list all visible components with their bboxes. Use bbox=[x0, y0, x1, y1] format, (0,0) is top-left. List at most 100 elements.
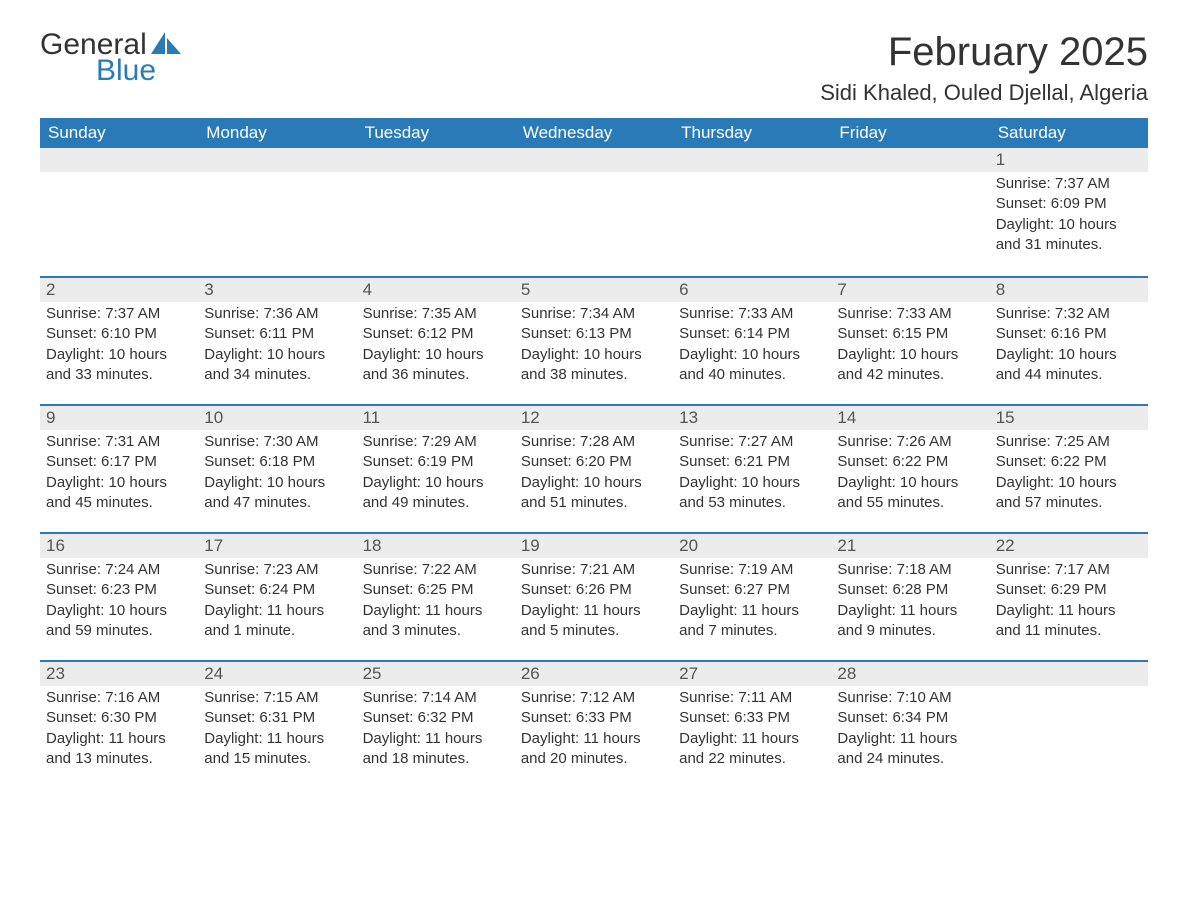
sunset-line: Sunset: 6:23 PM bbox=[46, 580, 192, 600]
sunrise-line: Sunrise: 7:26 AM bbox=[837, 432, 983, 452]
day-data: Sunrise: 7:22 AMSunset: 6:25 PMDaylight:… bbox=[357, 558, 515, 649]
month-title: February 2025 bbox=[820, 30, 1148, 74]
day-number: 23 bbox=[40, 662, 198, 686]
day-number: 25 bbox=[357, 662, 515, 686]
day-data: Sunrise: 7:37 AMSunset: 6:10 PMDaylight:… bbox=[40, 302, 198, 393]
daylight-line: Daylight: 11 hours and 9 minutes. bbox=[837, 601, 983, 642]
sunset-line: Sunset: 6:09 PM bbox=[996, 194, 1142, 214]
calendar-cell: 18Sunrise: 7:22 AMSunset: 6:25 PMDayligh… bbox=[357, 532, 515, 660]
sunrise-line: Sunrise: 7:34 AM bbox=[521, 304, 667, 324]
calendar-week-row: 9Sunrise: 7:31 AMSunset: 6:17 PMDaylight… bbox=[40, 404, 1148, 532]
calendar-week-row: ............1Sunrise: 7:37 AMSunset: 6:0… bbox=[40, 148, 1148, 276]
calendar-cell: .. bbox=[990, 660, 1148, 788]
calendar-cell: 27Sunrise: 7:11 AMSunset: 6:33 PMDayligh… bbox=[673, 660, 831, 788]
day-data: Sunrise: 7:36 AMSunset: 6:11 PMDaylight:… bbox=[198, 302, 356, 393]
sunrise-line: Sunrise: 7:14 AM bbox=[363, 688, 509, 708]
sunset-line: Sunset: 6:20 PM bbox=[521, 452, 667, 472]
day-number: 19 bbox=[515, 534, 673, 558]
sunset-line: Sunset: 6:33 PM bbox=[679, 708, 825, 728]
daylight-line: Daylight: 11 hours and 5 minutes. bbox=[521, 601, 667, 642]
day-data: Sunrise: 7:19 AMSunset: 6:27 PMDaylight:… bbox=[673, 558, 831, 649]
sunrise-line: Sunrise: 7:28 AM bbox=[521, 432, 667, 452]
day-number: 22 bbox=[990, 534, 1148, 558]
sunrise-line: Sunrise: 7:27 AM bbox=[679, 432, 825, 452]
day-number: 20 bbox=[673, 534, 831, 558]
daylight-line: Daylight: 10 hours and 49 minutes. bbox=[363, 473, 509, 514]
daylight-line: Daylight: 11 hours and 1 minute. bbox=[204, 601, 350, 642]
sunrise-line: Sunrise: 7:33 AM bbox=[679, 304, 825, 324]
sunrise-line: Sunrise: 7:19 AM bbox=[679, 560, 825, 580]
col-wednesday: Wednesday bbox=[515, 118, 673, 148]
day-data: Sunrise: 7:24 AMSunset: 6:23 PMDaylight:… bbox=[40, 558, 198, 649]
day-number: 8 bbox=[990, 278, 1148, 302]
sunrise-line: Sunrise: 7:15 AM bbox=[204, 688, 350, 708]
calendar-cell: 8Sunrise: 7:32 AMSunset: 6:16 PMDaylight… bbox=[990, 276, 1148, 404]
sunrise-line: Sunrise: 7:18 AM bbox=[837, 560, 983, 580]
calendar-cell: 25Sunrise: 7:14 AMSunset: 6:32 PMDayligh… bbox=[357, 660, 515, 788]
daylight-line: Daylight: 10 hours and 47 minutes. bbox=[204, 473, 350, 514]
sunrise-line: Sunrise: 7:33 AM bbox=[837, 304, 983, 324]
title-block: February 2025 Sidi Khaled, Ouled Djellal… bbox=[820, 30, 1148, 106]
header: General Blue February 2025 Sidi Khaled, … bbox=[40, 30, 1148, 106]
calendar-cell: 6Sunrise: 7:33 AMSunset: 6:14 PMDaylight… bbox=[673, 276, 831, 404]
sunset-line: Sunset: 6:11 PM bbox=[204, 324, 350, 344]
calendar-week-row: 16Sunrise: 7:24 AMSunset: 6:23 PMDayligh… bbox=[40, 532, 1148, 660]
daylight-line: Daylight: 10 hours and 45 minutes. bbox=[46, 473, 192, 514]
day-number: 12 bbox=[515, 406, 673, 430]
sunset-line: Sunset: 6:10 PM bbox=[46, 324, 192, 344]
daylight-line: Daylight: 10 hours and 36 minutes. bbox=[363, 345, 509, 386]
sunset-line: Sunset: 6:25 PM bbox=[363, 580, 509, 600]
daylight-line: Daylight: 11 hours and 7 minutes. bbox=[679, 601, 825, 642]
col-sunday: Sunday bbox=[40, 118, 198, 148]
calendar-cell: 14Sunrise: 7:26 AMSunset: 6:22 PMDayligh… bbox=[831, 404, 989, 532]
sunrise-line: Sunrise: 7:16 AM bbox=[46, 688, 192, 708]
sunrise-line: Sunrise: 7:36 AM bbox=[204, 304, 350, 324]
daylight-line: Daylight: 11 hours and 18 minutes. bbox=[363, 729, 509, 770]
day-number: 4 bbox=[357, 278, 515, 302]
daylight-line: Daylight: 10 hours and 31 minutes. bbox=[996, 215, 1142, 256]
daylight-line: Daylight: 11 hours and 24 minutes. bbox=[837, 729, 983, 770]
sunset-line: Sunset: 6:14 PM bbox=[679, 324, 825, 344]
weekday-header-row: Sunday Monday Tuesday Wednesday Thursday… bbox=[40, 118, 1148, 148]
calendar-cell: 19Sunrise: 7:21 AMSunset: 6:26 PMDayligh… bbox=[515, 532, 673, 660]
day-data: Sunrise: 7:34 AMSunset: 6:13 PMDaylight:… bbox=[515, 302, 673, 393]
day-number: 18 bbox=[357, 534, 515, 558]
day-number: 28 bbox=[831, 662, 989, 686]
calendar-cell: 7Sunrise: 7:33 AMSunset: 6:15 PMDaylight… bbox=[831, 276, 989, 404]
sunset-line: Sunset: 6:27 PM bbox=[679, 580, 825, 600]
day-number: 21 bbox=[831, 534, 989, 558]
day-number: 27 bbox=[673, 662, 831, 686]
day-data: Sunrise: 7:26 AMSunset: 6:22 PMDaylight:… bbox=[831, 430, 989, 521]
day-data: Sunrise: 7:35 AMSunset: 6:12 PMDaylight:… bbox=[357, 302, 515, 393]
sunrise-line: Sunrise: 7:22 AM bbox=[363, 560, 509, 580]
calendar-cell: 5Sunrise: 7:34 AMSunset: 6:13 PMDaylight… bbox=[515, 276, 673, 404]
sunrise-line: Sunrise: 7:23 AM bbox=[204, 560, 350, 580]
sunrise-line: Sunrise: 7:12 AM bbox=[521, 688, 667, 708]
daylight-line: Daylight: 10 hours and 33 minutes. bbox=[46, 345, 192, 386]
sunset-line: Sunset: 6:17 PM bbox=[46, 452, 192, 472]
day-data: Sunrise: 7:16 AMSunset: 6:30 PMDaylight:… bbox=[40, 686, 198, 777]
day-data: Sunrise: 7:25 AMSunset: 6:22 PMDaylight:… bbox=[990, 430, 1148, 521]
day-data: Sunrise: 7:27 AMSunset: 6:21 PMDaylight:… bbox=[673, 430, 831, 521]
sunset-line: Sunset: 6:30 PM bbox=[46, 708, 192, 728]
calendar-cell: 23Sunrise: 7:16 AMSunset: 6:30 PMDayligh… bbox=[40, 660, 198, 788]
calendar-cell: .. bbox=[357, 148, 515, 276]
day-number: 7 bbox=[831, 278, 989, 302]
day-number: 16 bbox=[40, 534, 198, 558]
daylight-line: Daylight: 10 hours and 51 minutes. bbox=[521, 473, 667, 514]
calendar-cell: .. bbox=[515, 148, 673, 276]
sunset-line: Sunset: 6:18 PM bbox=[204, 452, 350, 472]
day-data: Sunrise: 7:37 AMSunset: 6:09 PMDaylight:… bbox=[990, 172, 1148, 263]
sunrise-line: Sunrise: 7:11 AM bbox=[679, 688, 825, 708]
calendar-cell: 12Sunrise: 7:28 AMSunset: 6:20 PMDayligh… bbox=[515, 404, 673, 532]
day-number: 17 bbox=[198, 534, 356, 558]
col-saturday: Saturday bbox=[990, 118, 1148, 148]
daylight-line: Daylight: 11 hours and 11 minutes. bbox=[996, 601, 1142, 642]
day-number: 26 bbox=[515, 662, 673, 686]
day-number: 2 bbox=[40, 278, 198, 302]
daylight-line: Daylight: 11 hours and 15 minutes. bbox=[204, 729, 350, 770]
day-number: 15 bbox=[990, 406, 1148, 430]
day-number: 11 bbox=[357, 406, 515, 430]
sunset-line: Sunset: 6:24 PM bbox=[204, 580, 350, 600]
day-data: Sunrise: 7:30 AMSunset: 6:18 PMDaylight:… bbox=[198, 430, 356, 521]
